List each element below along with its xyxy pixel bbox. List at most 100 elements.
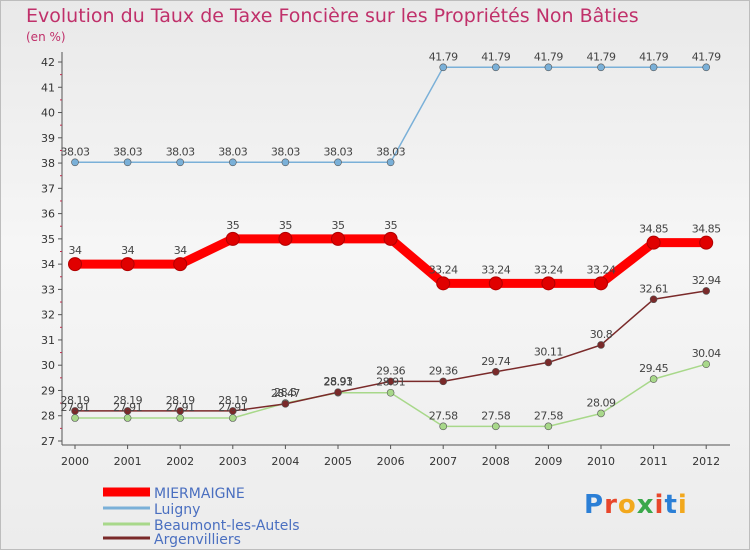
data-point — [594, 276, 608, 291]
data-point — [649, 63, 658, 72]
data-point — [491, 63, 500, 72]
data-label: 38.03 — [324, 145, 353, 158]
data-point — [386, 158, 395, 167]
x-tick-label: 2012 — [692, 455, 720, 468]
data-label: 38.03 — [271, 145, 300, 158]
y-tick-label: 28 — [41, 410, 55, 423]
data-point — [281, 400, 290, 408]
data-label: 38.03 — [166, 145, 195, 158]
data-point — [383, 231, 398, 246]
data-label: 28.47 — [271, 387, 300, 400]
x-tick-label: 2007 — [429, 455, 457, 468]
legend-label: Luigny — [154, 502, 200, 518]
data-label: 27.58 — [481, 409, 510, 422]
legend-label: MIERMAIGNE — [154, 486, 245, 502]
x-tick-label: 2004 — [271, 455, 299, 468]
data-label: 41.79 — [481, 50, 510, 63]
data-point — [278, 231, 293, 246]
x-tick-label: 2010 — [587, 455, 615, 468]
data-label: 30.8 — [590, 328, 613, 341]
data-label: 27.58 — [534, 409, 563, 422]
x-tick-label: 2001 — [114, 455, 142, 468]
data-point — [699, 235, 714, 250]
data-label: 41.79 — [587, 50, 616, 63]
y-tick-label: 30 — [41, 359, 55, 372]
data-point — [386, 388, 395, 397]
data-label: 35 — [279, 219, 292, 232]
data-point — [649, 295, 658, 304]
data-point — [225, 231, 240, 246]
data-point — [176, 158, 184, 167]
data-label: 35 — [332, 219, 345, 232]
data-point — [123, 158, 132, 167]
data-labels-layer: 38.03 38.03 38.03 38.03 38.03 38.03 38.03 41.79… — [61, 50, 722, 422]
x-tick-label: 2011 — [640, 455, 668, 468]
data-label: 28.91 — [324, 376, 353, 389]
data-label: 29.74 — [481, 355, 510, 368]
proxiti-logo: Proxiti — [584, 490, 688, 520]
y-tick-label: 34 — [41, 258, 55, 271]
data-point — [334, 388, 342, 397]
y-tick-label: 35 — [41, 233, 55, 246]
data-point — [439, 377, 448, 386]
data-label: 38.03 — [218, 145, 247, 158]
data-label: 27.91 — [218, 401, 247, 414]
data-label: 28.93 — [324, 375, 353, 388]
chart-subtitle: (en %) — [26, 30, 66, 44]
data-label: 35 — [226, 219, 239, 232]
y-tick-label: 31 — [41, 334, 55, 347]
data-label: 32.61 — [639, 282, 668, 295]
data-label: 33.24 — [587, 263, 616, 276]
data-point — [71, 158, 79, 167]
series-argenvilliers — [71, 287, 711, 415]
data-point — [120, 257, 135, 272]
data-label: 29.36 — [376, 364, 405, 377]
x-tick-label: 2008 — [482, 455, 510, 468]
data-label: 27.91 — [61, 401, 90, 414]
logo-letter: i — [677, 490, 688, 520]
logo-text: Proxiti — [584, 490, 688, 520]
series-luigny — [71, 63, 711, 167]
data-point — [229, 414, 237, 422]
data-label: 28.09 — [587, 396, 616, 409]
data-label: 38.03 — [376, 145, 405, 158]
logo-letter: i — [654, 490, 665, 520]
data-label: 41.79 — [429, 50, 458, 63]
data-label: 28.91 — [376, 376, 405, 389]
data-label: 41.79 — [534, 50, 563, 63]
logo-letter: t — [664, 490, 678, 520]
data-point — [334, 158, 342, 167]
data-label: 32.94 — [692, 274, 721, 287]
data-label: 35 — [384, 219, 397, 232]
data-label: 30.04 — [692, 347, 721, 360]
data-point — [544, 358, 553, 367]
x-tick-label: 2002 — [166, 455, 194, 468]
data-point — [597, 341, 605, 349]
y-tick-label: 33 — [41, 283, 55, 296]
data-label: 33.24 — [429, 263, 458, 276]
data-label: 28.19 — [218, 394, 247, 407]
data-point — [281, 158, 290, 167]
data-label: 28.19 — [61, 394, 90, 407]
data-label: 34 — [121, 244, 134, 257]
data-point — [544, 422, 553, 431]
data-label: 27.58 — [429, 409, 458, 422]
y-tick-label: 39 — [41, 132, 55, 145]
y-tick-label: 42 — [41, 56, 55, 69]
data-label: 41.79 — [639, 50, 668, 63]
legend-label: Beaumont-les-Autels — [154, 518, 300, 534]
data-point — [176, 414, 184, 422]
data-point — [597, 409, 605, 418]
data-label: 34 — [174, 244, 187, 257]
data-point — [436, 276, 451, 291]
data-point — [386, 377, 395, 386]
data-label: 28.19 — [113, 394, 142, 407]
y-tick-label: 41 — [41, 81, 55, 94]
data-label: 29.36 — [429, 364, 458, 377]
data-label: 34.85 — [639, 223, 668, 236]
logo-letter: x — [636, 490, 655, 520]
data-label: 38.03 — [113, 145, 142, 158]
x-tick-label: 2000 — [61, 455, 89, 468]
x-tick-label: 2009 — [534, 455, 562, 468]
data-point — [229, 407, 237, 415]
